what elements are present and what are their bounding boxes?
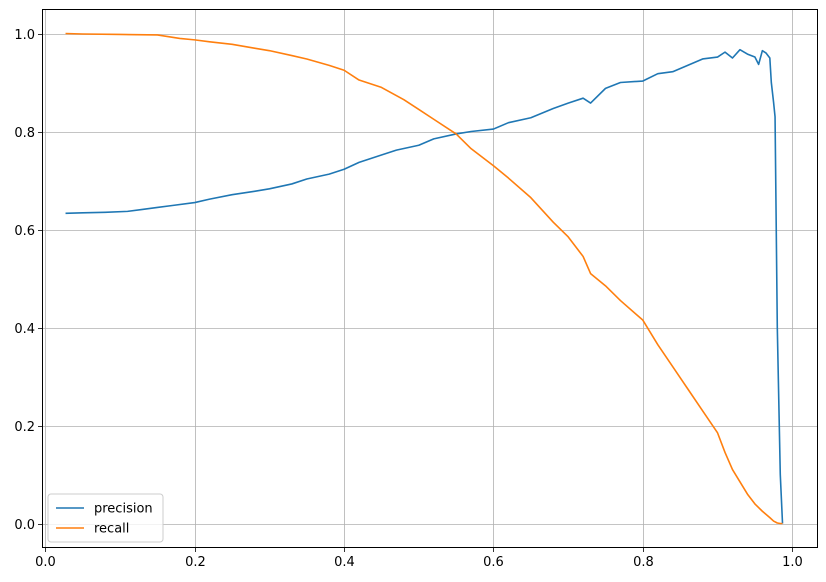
series-line-recall [65, 32, 783, 525]
y-tick-label-4: 0.8 [14, 126, 35, 141]
x-tick-label-4: 0.8 [633, 555, 654, 570]
x-axis: 0.0 0.2 0.4 0.6 0.8 1.0 [35, 548, 803, 570]
x-tick-label-0: 0.0 [35, 555, 56, 570]
y-tick-label-2: 0.4 [14, 322, 35, 337]
y-tick-label-1: 0.2 [14, 420, 35, 435]
y-tick-label-0: 0.0 [14, 518, 35, 533]
series-line-precision [65, 48, 784, 524]
legend: precision recall [47, 493, 164, 543]
plot-area: 0.0 0.2 0.4 0.6 0.8 1.0 0.0 0.2 0.4 0.6 0.8 1.0 [14, 9, 818, 570]
x-tick-label-1: 0.2 [185, 555, 206, 570]
grid [42, 9, 818, 548]
y-tick-label-5: 1.0 [14, 28, 35, 43]
y-tick-label-3: 0.6 [14, 224, 35, 239]
series-layer [65, 32, 784, 525]
axes-frame [42, 9, 818, 548]
legend-box [47, 493, 164, 543]
axes-background [42, 9, 818, 548]
x-tick-label-5: 1.0 [782, 555, 803, 570]
y-axis: 0.0 0.2 0.4 0.6 0.8 1.0 [14, 28, 42, 533]
x-tick-label-2: 0.4 [334, 555, 355, 570]
legend-label-recall: recall [94, 522, 129, 537]
x-tick-label-3: 0.6 [483, 555, 504, 570]
legend-label-precision: precision [94, 502, 153, 517]
